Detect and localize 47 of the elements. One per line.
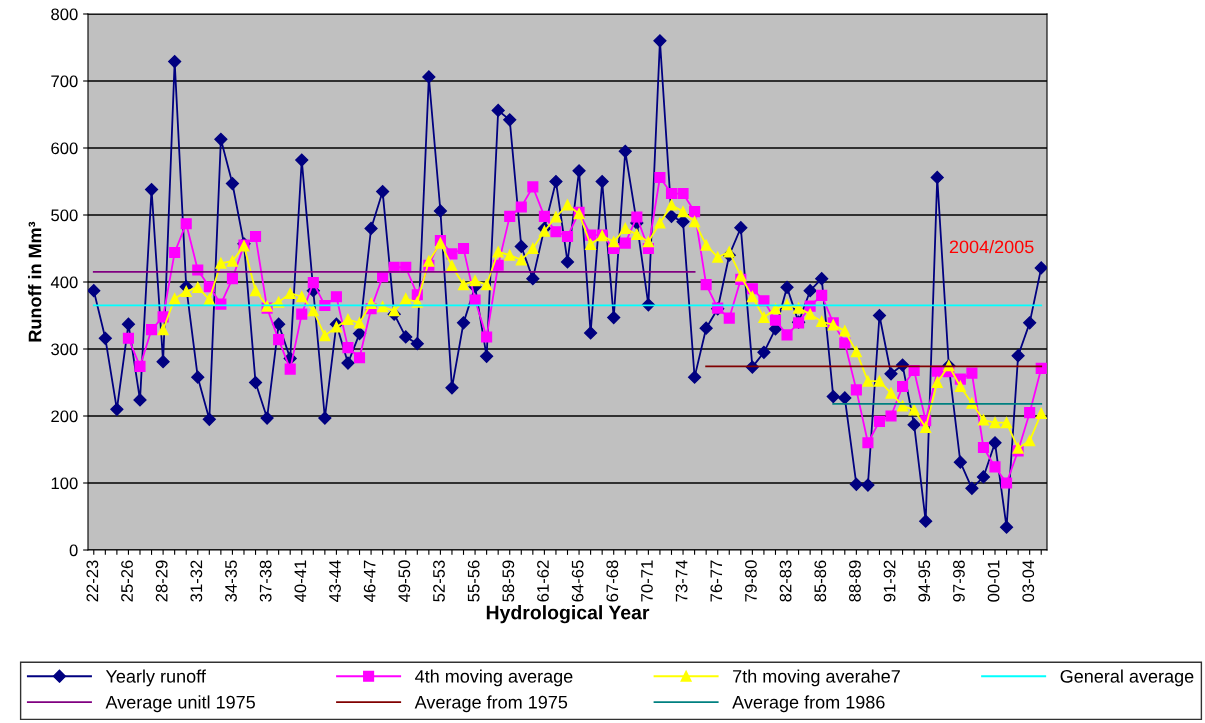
legend-label: General average (1060, 669, 1194, 687)
x-tick-label: 25-26 (121, 560, 133, 602)
legend-label: Average from 1986 (732, 695, 885, 713)
x-tick-label: 85-86 (814, 560, 827, 602)
x-tick-label: 79-80 (745, 560, 757, 602)
legend-label: Average from 1975 (414, 695, 568, 713)
y-tick-label: 100 (51, 477, 78, 490)
legend-label: Average unitl 1975 (105, 695, 255, 713)
x-tick-label: 94-95 (918, 560, 931, 602)
x-tick-label: 55-56 (467, 560, 480, 602)
y-tick-label: 400 (50, 276, 78, 289)
y-tick-label: 700 (51, 75, 78, 88)
x-tick-label: 31-32 (190, 560, 203, 602)
x-tick-label: 22-23 (86, 560, 99, 602)
y-tick-label: 800 (51, 8, 78, 21)
y-tick-label: 600 (51, 142, 78, 155)
x-tick-label: 28-29 (155, 560, 168, 602)
x-tick-label: 46-47 (363, 560, 376, 602)
x-tick-label: 97-98 (953, 560, 965, 602)
y-tick-label: 0 (69, 544, 78, 557)
legend-label: 7th moving averahe7 (733, 669, 900, 687)
x-tick-label: 70-71 (641, 560, 653, 602)
x-tick-label: 58-59 (502, 560, 515, 602)
legend-label: Yearly runoff (105, 669, 206, 687)
y-axis-title: Runoff in Mm³ (28, 221, 42, 342)
x-tick-label: 34-35 (225, 560, 237, 602)
x-tick-label: 73-74 (675, 560, 688, 602)
x-tick-label: 88-89 (849, 560, 861, 602)
x-tick-label: 37-38 (259, 560, 272, 602)
x-axis-title: Hydrological Year (486, 605, 650, 624)
x-tick-label: 43-44 (329, 560, 341, 602)
x-tick-label: 40-41 (294, 560, 307, 602)
x-tick-label: 76-77 (710, 560, 723, 602)
x-tick-label: 61-62 (537, 560, 549, 602)
x-tick-label: 67-68 (606, 560, 619, 602)
x-tick-label: 91-92 (883, 560, 896, 602)
x-tick-label: 64-65 (571, 560, 584, 602)
x-tick-label: 00-01 (987, 560, 1000, 602)
x-tick-label: 82-83 (779, 560, 792, 602)
y-tick-label: 300 (51, 343, 78, 356)
y-tick-label: 500 (51, 209, 78, 222)
x-tick-label: 49-50 (398, 560, 411, 602)
annotation: 2004/2005 (949, 239, 1034, 254)
x-tick-label: 03-04 (1022, 560, 1035, 602)
x-tick-label: 52-53 (433, 560, 445, 602)
y-tick-label: 200 (51, 410, 78, 423)
legend-label: 4th moving average (415, 669, 573, 687)
